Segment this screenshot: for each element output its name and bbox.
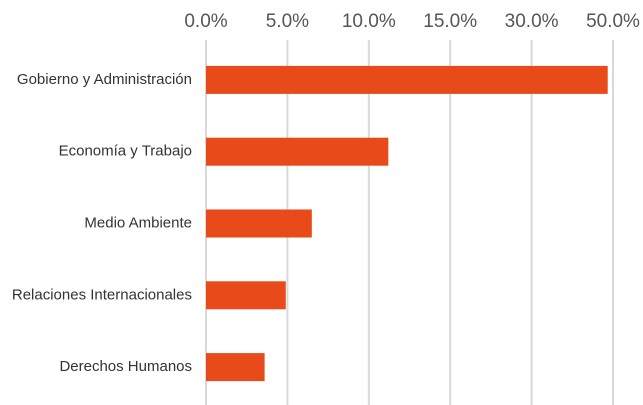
x-tick-label: 15.0% (423, 11, 477, 32)
x-tick-label: 50.0% (586, 11, 640, 32)
x-tick-label: 30.0% (505, 11, 559, 32)
bar (206, 353, 265, 382)
y-tick-label: Economía y Trabajo (59, 143, 192, 160)
bar (206, 209, 312, 238)
bar (206, 65, 608, 94)
bar (206, 137, 389, 166)
x-tick-label: 10.0% (342, 11, 396, 32)
y-tick-label: Medio Ambiente (84, 214, 192, 231)
x-tick-label: 0.0% (184, 11, 227, 32)
y-tick-label: Gobierno y Administración (17, 71, 192, 88)
y-tick-label: Derechos Humanos (59, 358, 192, 375)
bar (206, 281, 286, 310)
x-tick-label: 5.0% (266, 11, 309, 32)
y-tick-label: Relaciones Internacionales (12, 286, 192, 303)
